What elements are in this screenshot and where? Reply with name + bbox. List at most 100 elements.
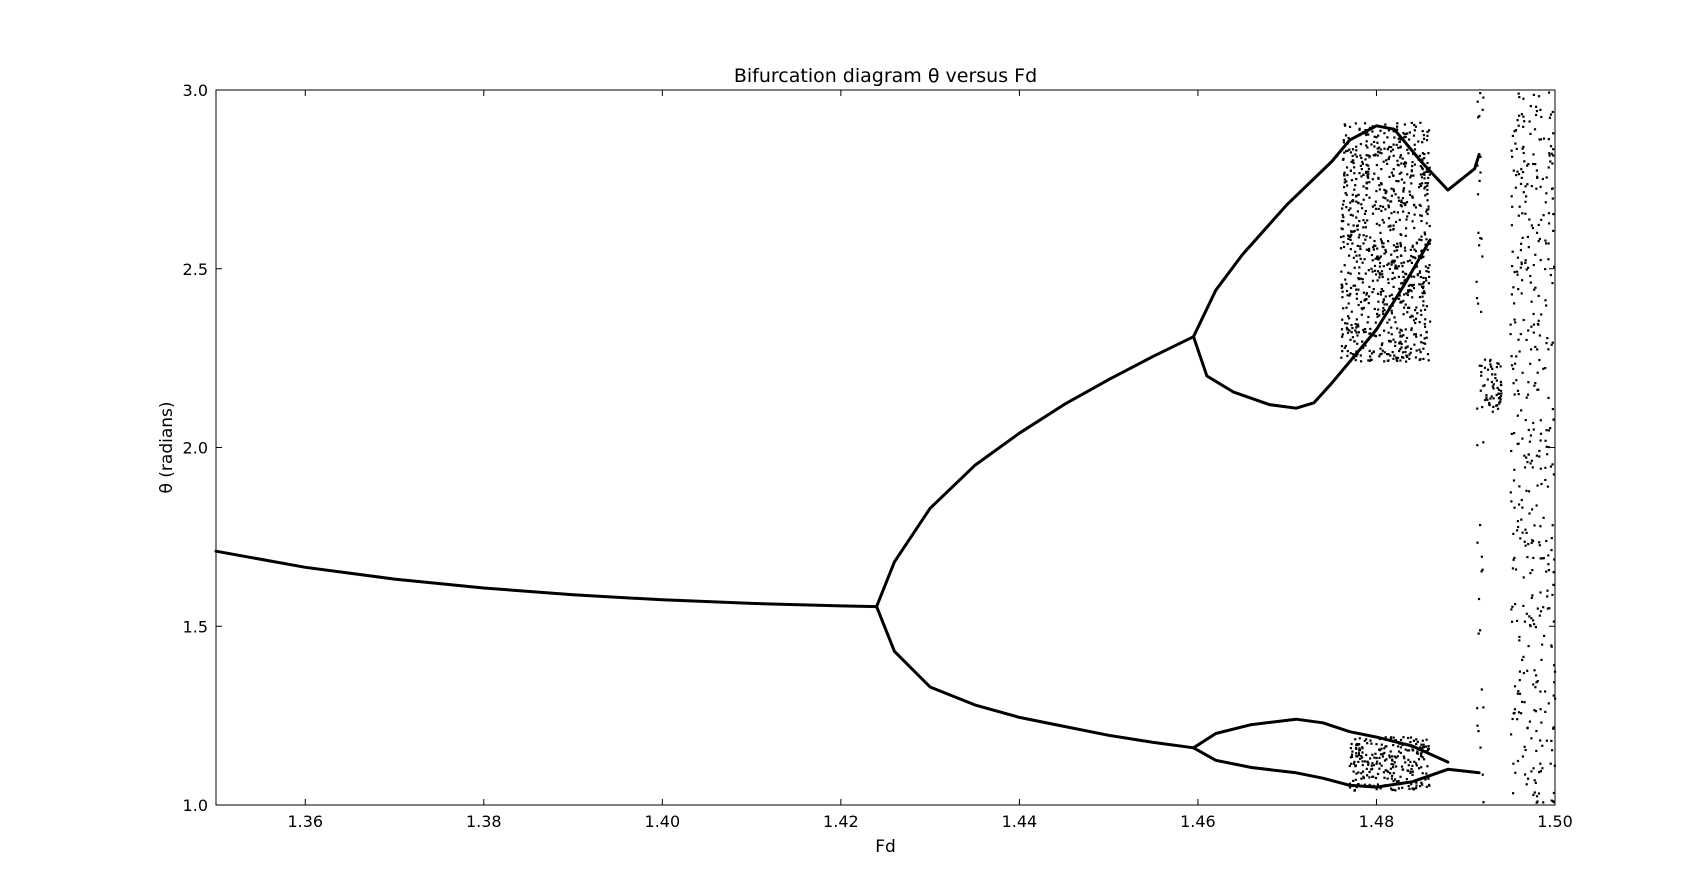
- scatter-point: [1349, 747, 1352, 750]
- scatter-point: [1377, 207, 1380, 210]
- scatter-point: [1371, 212, 1375, 215]
- scatter-point: [1536, 348, 1539, 351]
- scatter-point: [1530, 617, 1533, 620]
- scatter-point: [1426, 182, 1429, 185]
- scatter-point: [1388, 267, 1391, 271]
- scatter-point: [1521, 531, 1524, 534]
- scatter-point: [1428, 224, 1431, 228]
- scatter-point: [1411, 296, 1414, 299]
- x-tick-label: 1.48: [1359, 812, 1395, 831]
- scatter-point: [1383, 329, 1386, 332]
- scatter-point: [1539, 108, 1542, 111]
- scatter-point: [1495, 404, 1498, 407]
- scatter-point: [1420, 235, 1423, 238]
- scatter-point: [1400, 171, 1403, 174]
- scatter-point: [1512, 792, 1515, 795]
- scatter-point: [1410, 255, 1413, 258]
- scatter-point: [1369, 355, 1372, 358]
- scatter-point: [1358, 254, 1361, 257]
- scatter-point: [1511, 205, 1514, 208]
- scatter-point: [1422, 276, 1425, 279]
- scatter-point: [1547, 166, 1550, 169]
- scatter-point: [1409, 316, 1412, 319]
- scatter-point: [1359, 164, 1362, 167]
- scatter-point: [1361, 162, 1364, 165]
- scatter-point: [1342, 235, 1345, 238]
- scatter-point: [1548, 116, 1551, 119]
- scatter-point: [1359, 154, 1362, 157]
- scatter-point: [1482, 706, 1485, 709]
- scatter-point: [1373, 172, 1376, 175]
- scatter-point: [1378, 146, 1381, 149]
- scatter-point: [1409, 283, 1412, 286]
- scatter-point: [1420, 220, 1423, 223]
- scatter-point: [1414, 266, 1417, 269]
- scatter-point: [1515, 355, 1518, 358]
- scatter-point: [1489, 360, 1492, 363]
- scatter-point: [1395, 143, 1398, 146]
- scatter-point: [1540, 658, 1543, 661]
- scatter-point: [1349, 169, 1352, 172]
- scatter-point: [1401, 265, 1404, 268]
- scatter-point: [1355, 177, 1358, 181]
- scatter-point: [1387, 240, 1390, 243]
- scatter-point: [1552, 694, 1555, 697]
- scatter-point: [1340, 356, 1343, 359]
- scatter-point: [1395, 765, 1398, 768]
- scatter-point: [1525, 489, 1528, 492]
- scatter-point: [1367, 173, 1370, 176]
- scatter-point: [1364, 330, 1367, 334]
- scatter-point: [1513, 468, 1516, 471]
- scatter-point: [1383, 141, 1386, 144]
- scatter-point: [1396, 125, 1399, 128]
- scatter-point: [1348, 254, 1351, 257]
- scatter-point: [1522, 125, 1525, 128]
- scatter-point: [1520, 518, 1523, 521]
- scatter-point: [1526, 393, 1530, 396]
- scatter-point: [1403, 162, 1406, 165]
- scatter-point: [1410, 121, 1413, 124]
- scatter-point: [1353, 760, 1356, 763]
- scatter-point: [1532, 331, 1535, 334]
- scatter-point: [1367, 315, 1370, 319]
- scatter-point: [1361, 261, 1364, 264]
- scatter-point: [1404, 234, 1407, 237]
- y-tick-label: 1.5: [183, 617, 208, 636]
- scatter-point: [1374, 776, 1378, 780]
- scatter-point: [1381, 755, 1384, 758]
- scatter-point: [1419, 165, 1422, 168]
- scatter-point: [1521, 658, 1524, 661]
- scatter-point: [1518, 639, 1521, 642]
- scatter-point: [1421, 747, 1424, 750]
- scatter-point: [1538, 455, 1541, 458]
- x-tick-label: 1.40: [645, 812, 681, 831]
- scatter-point: [1542, 557, 1545, 560]
- scatter-point: [1480, 237, 1483, 240]
- scatter-point: [1404, 340, 1407, 343]
- scatter-point: [1364, 132, 1367, 135]
- scatter-point: [1400, 201, 1403, 204]
- scatter-point: [1411, 764, 1414, 767]
- scatter-point: [1549, 145, 1553, 148]
- scatter-point: [1399, 348, 1402, 351]
- scatter-point: [1350, 310, 1353, 313]
- scatter-point: [1401, 743, 1404, 747]
- scatter-point: [1398, 342, 1401, 345]
- scatter-point: [1392, 174, 1395, 177]
- scatter-point: [1405, 201, 1409, 204]
- scatter-point: [1366, 774, 1369, 777]
- scatter-point: [1550, 343, 1553, 346]
- scatter-point: [1513, 271, 1516, 274]
- scatter-point: [1362, 770, 1365, 773]
- scatter-point: [1525, 396, 1528, 399]
- scatter-point: [1545, 304, 1548, 307]
- scatter-point: [1361, 751, 1364, 754]
- scatter-point: [1527, 645, 1530, 648]
- scatter-point: [1496, 386, 1499, 389]
- scatter-point: [1418, 283, 1421, 286]
- scatter-point: [1366, 132, 1369, 135]
- scatter-point: [1407, 276, 1410, 279]
- scatter-point: [1413, 248, 1416, 251]
- scatter-point: [1340, 227, 1343, 230]
